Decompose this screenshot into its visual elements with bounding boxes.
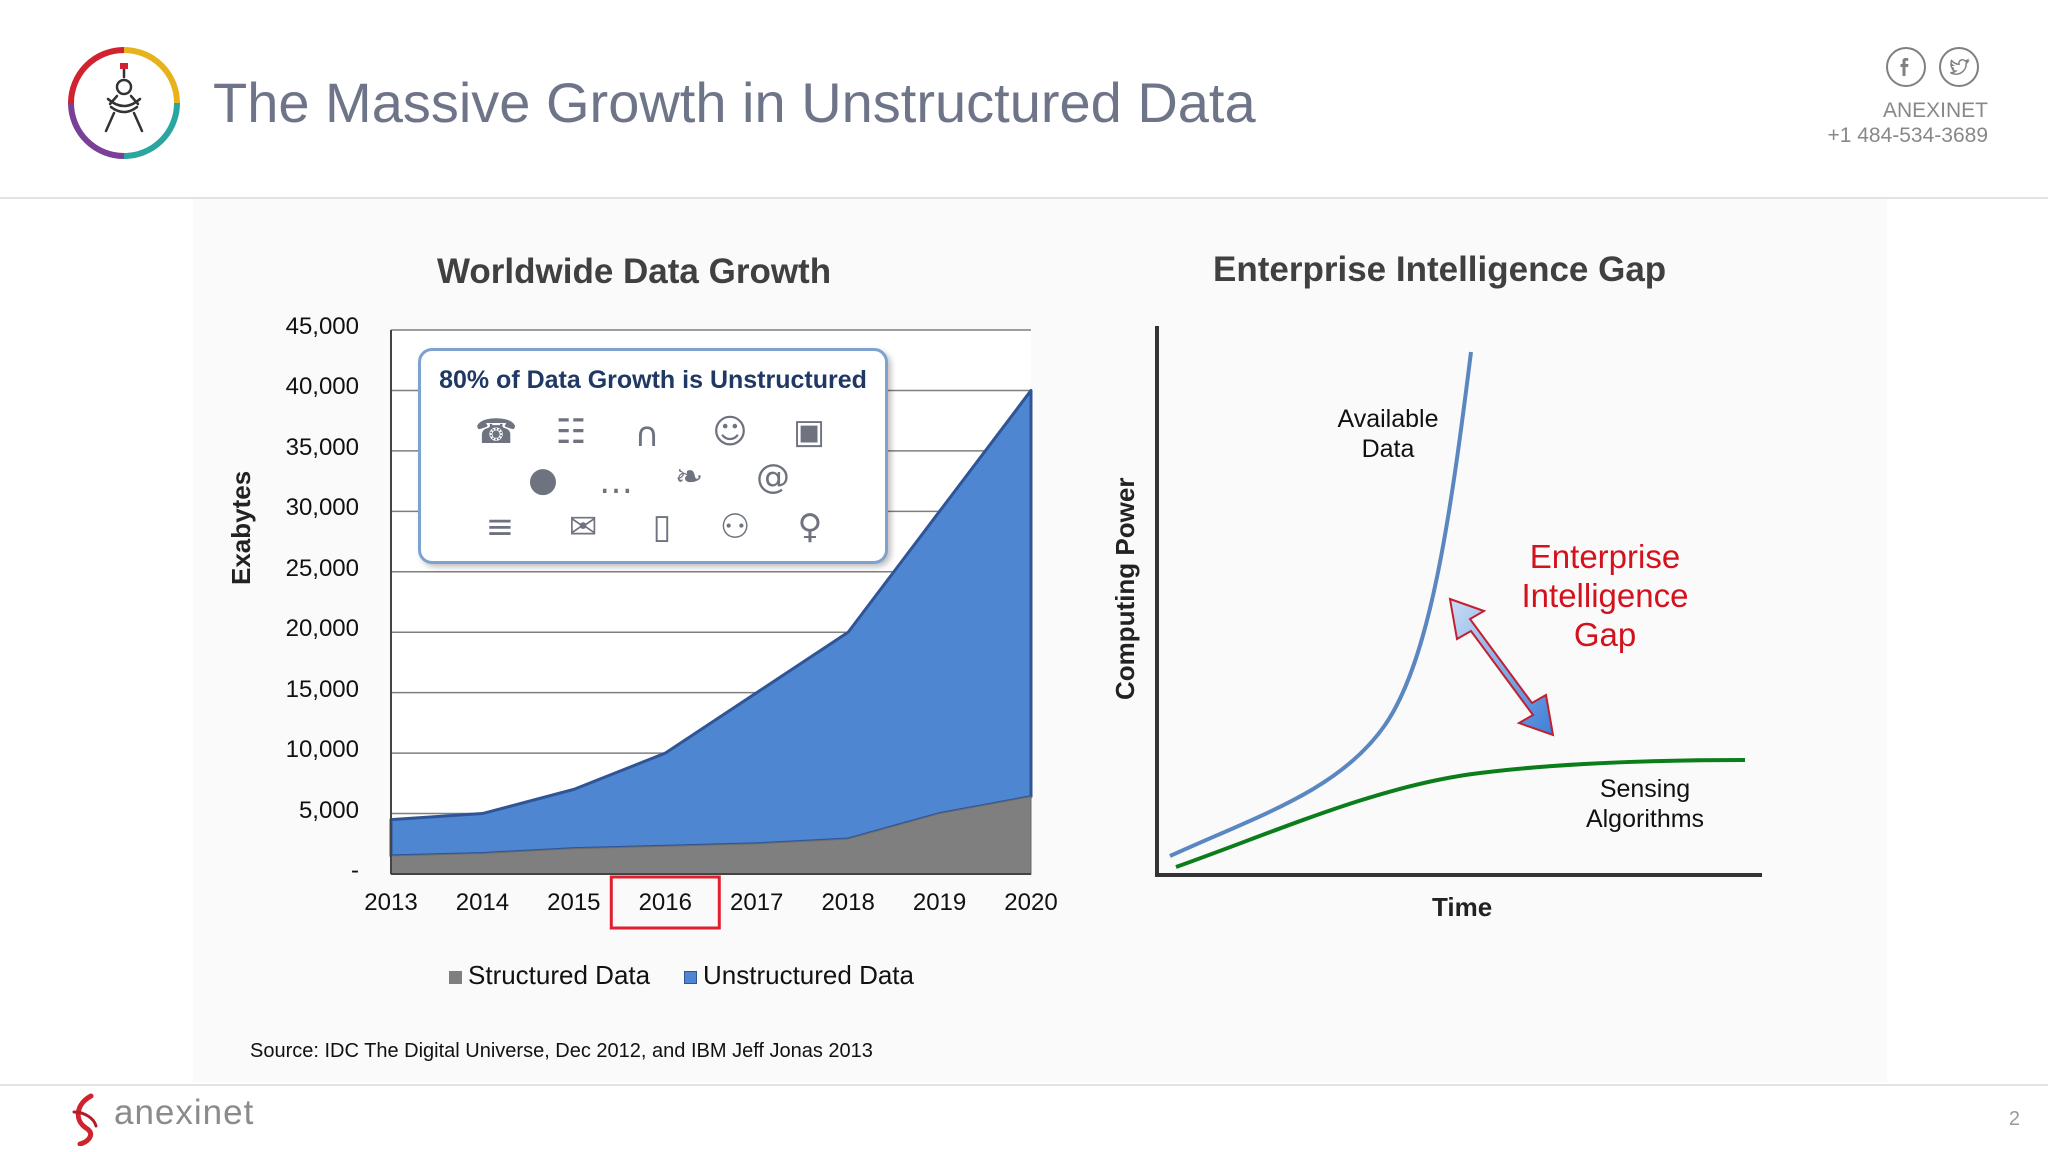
x-tick-label: 2017 (730, 889, 784, 916)
right-chart-title: Enterprise Intelligence Gap (1213, 250, 1667, 289)
company-phone: +1 484-534-3689 (1827, 124, 1988, 147)
headset-icon: ∩ (634, 415, 660, 455)
available-data-label: Available Data (1337, 405, 1439, 463)
microphone-icon: ♀ (797, 507, 823, 547)
chat-bubbles-icon: ☷ (555, 412, 587, 452)
y-tick-label: 15,000 (285, 675, 359, 703)
callout-title: 80% of Data Growth is Unstructured (439, 366, 867, 394)
y-tick-label: 5,000 (298, 796, 359, 824)
time-label: Time (1432, 892, 1493, 922)
profile-card-icon: ▣ (792, 412, 826, 452)
sensing-algorithms-label: Sensing Algorithms (1585, 775, 1705, 833)
computing-power-label: Computing Power (1110, 477, 1140, 700)
y-tick-label: - (351, 857, 359, 884)
y-tick-label: 10,000 (285, 736, 359, 764)
facebook-icon[interactable] (1886, 47, 1926, 87)
people-icon: ☺ (712, 412, 748, 452)
legend-unstructured: Unstructured Data (684, 960, 914, 991)
source-note: Source: IDC The Digital Universe, Dec 20… (250, 1040, 873, 1062)
x-tick-label: 2018 (821, 889, 875, 916)
x-tick-label: 2014 (455, 889, 510, 916)
envelope-icon: ✉ (568, 507, 598, 547)
x-tick-label: 2019 (912, 889, 967, 916)
left-chart-title: Worldwide Data Growth (437, 252, 832, 291)
y-tick-label: 20,000 (285, 615, 359, 643)
legend-structured: Structured Data (449, 960, 650, 991)
bird-icon: ❧ (674, 457, 704, 497)
page-number: 2 (2008, 1108, 2020, 1130)
globe-icon: ● (528, 460, 558, 500)
y-tick-label: 40,000 (285, 373, 359, 401)
x-tick-label: 2013 (364, 889, 418, 916)
at-sign-icon: @ (756, 457, 790, 497)
gap-annotation: Enterprise Intelligence Gap (1521, 538, 1689, 653)
y-tick-label: 35,000 (285, 433, 359, 461)
gap-double-arrow (1448, 597, 1555, 737)
available-data-curve (1169, 351, 1473, 858)
footer-rule (0, 1084, 2048, 1086)
x-tick-label: 2016 (638, 889, 692, 916)
highlight-box-2016 (609, 875, 721, 930)
y-tick-label: 25,000 (285, 554, 359, 582)
y-tick-label: 45,000 (285, 313, 359, 340)
speech-bubble-icon: … (599, 462, 633, 502)
logo-icon (68, 47, 180, 159)
page-title: The Massive Growth in Unstructured Data (213, 71, 1256, 134)
presenter-icon: ⚇ (719, 507, 751, 547)
legend-swatch-structured (449, 970, 462, 984)
x-tick-label: 2020 (1004, 889, 1058, 916)
company-name: ANEXINET (1882, 99, 1988, 122)
tablet-icon: ▯ (652, 507, 672, 547)
brand-name: anexinet (114, 1093, 255, 1132)
phone-icon: ☎ (474, 412, 518, 452)
x-tick-label: 2015 (547, 889, 601, 916)
callout-box: 80% of Data Growth is Unstructured (418, 348, 888, 564)
legend-swatch-unstructured (684, 970, 697, 984)
sensing-algorithms-curve (1175, 758, 1746, 869)
brand-logo-icon (72, 1093, 98, 1146)
y-tick-label: 30,000 (285, 494, 359, 522)
twitter-icon[interactable] (1939, 47, 1979, 87)
newspaper-icon: ≡ (485, 507, 515, 547)
slide-header: The Massive Growth in Unstructured Data … (0, 0, 2048, 199)
